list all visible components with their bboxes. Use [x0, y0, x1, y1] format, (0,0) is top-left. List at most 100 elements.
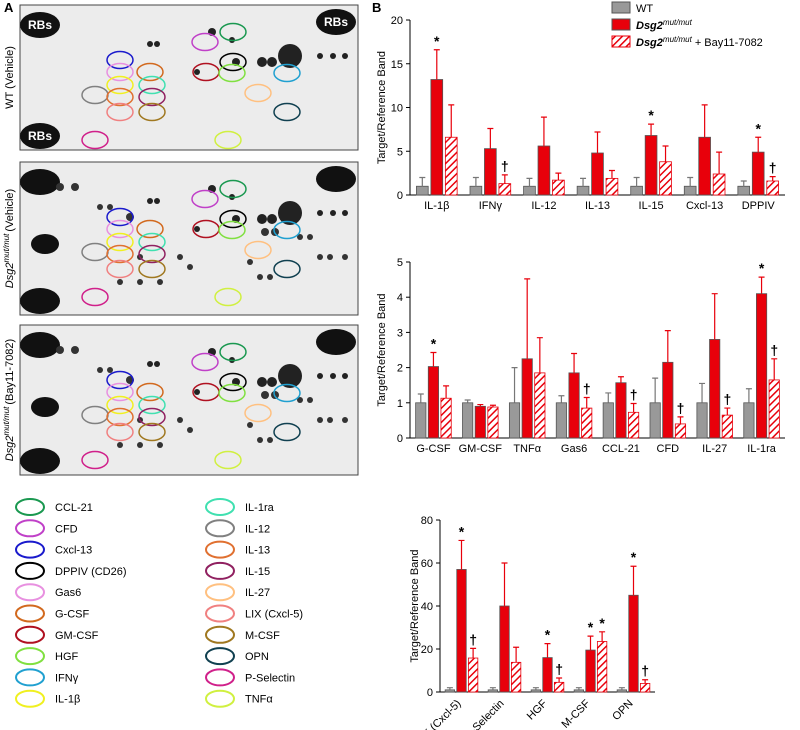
spot [257, 437, 263, 443]
significance-marker: † [501, 158, 509, 174]
error-bar [587, 635, 594, 651]
x-tick-label: IL-13 [585, 200, 610, 212]
legend-swatch [611, 18, 631, 31]
antibody-circle [138, 244, 166, 264]
error-bar [605, 392, 612, 403]
antibody-circle [106, 232, 134, 252]
x-tick-label: P-Selectin [463, 698, 507, 730]
error-bar [472, 176, 479, 187]
antibody-circle [219, 342, 247, 362]
bar [427, 366, 439, 439]
x-tick-label: LIX (Cxcl-5) [414, 698, 464, 730]
legend-label: IL-15 [245, 566, 270, 578]
antibody-circle [219, 52, 247, 72]
antibody-circle [273, 220, 301, 240]
antibody-circle [214, 130, 242, 150]
legend-circle [205, 625, 235, 644]
bar [605, 177, 619, 196]
x-tick-label: GM-CSF [459, 443, 503, 455]
blot [19, 324, 359, 476]
x-tick-label: IFNγ [479, 200, 503, 212]
significance-marker: * [459, 523, 465, 539]
spot [97, 367, 103, 373]
legend-label: CFD [55, 523, 78, 535]
y-tick-label: 4 [397, 292, 403, 304]
error-bar [648, 123, 655, 136]
legend-label: IL-13 [245, 545, 270, 557]
blot-label-part: Dsg2 [4, 263, 16, 289]
bar [553, 681, 565, 693]
spot [71, 183, 79, 191]
legend-circle [205, 583, 235, 602]
antibody-circle [191, 189, 219, 209]
significance-marker: * [631, 549, 637, 565]
legend-label: IL-1ra [245, 502, 275, 514]
error-bar [536, 337, 543, 373]
antibody-circle [106, 219, 134, 239]
bar [659, 161, 672, 196]
reference-spot [316, 9, 356, 35]
legend-circle [205, 540, 235, 559]
error-bar [771, 358, 778, 380]
spot [342, 53, 348, 59]
y-tick-label: 20 [421, 644, 433, 656]
legend-circle [15, 689, 45, 708]
antibody-circle [138, 395, 166, 415]
spot [147, 361, 153, 367]
antibody-circle [191, 32, 219, 52]
legend-label: Dsg2mut/mut [636, 18, 693, 32]
y-tick-label: 3 [397, 327, 403, 339]
error-bar [433, 49, 440, 80]
spot [147, 198, 153, 204]
spot [257, 377, 267, 387]
antibody-circle [191, 352, 219, 372]
error-bar [501, 562, 508, 606]
bar [523, 185, 536, 196]
legend-circle [205, 689, 235, 708]
spot [31, 397, 59, 417]
bar [415, 402, 427, 439]
antibody-circle [244, 403, 272, 423]
bar [674, 423, 687, 439]
y-axis-label: Target/Reference Band [376, 51, 388, 164]
x-tick-label: IL-27 [702, 443, 727, 455]
legend-label: IL-1β [55, 694, 80, 706]
bar [534, 372, 546, 439]
spot [194, 69, 200, 75]
blot-label-part: WT (Vehicle) [4, 46, 16, 109]
antibody-circle [136, 382, 164, 402]
spot [317, 417, 323, 423]
spot [157, 279, 163, 285]
spot [177, 254, 183, 260]
antibody-circle [106, 87, 134, 107]
legend-label: CCL-21 [55, 502, 93, 514]
legend-label: DPPIV (CD26) [55, 566, 127, 578]
antibody-circle [106, 244, 134, 264]
legend-swatch [611, 35, 631, 48]
antibody-circle [106, 422, 134, 442]
blot-label-part: Dsg2 [4, 436, 16, 462]
error-bar [470, 647, 477, 659]
spot [137, 279, 143, 285]
bar [698, 136, 711, 196]
bar [768, 379, 780, 439]
bar [498, 183, 512, 196]
error-bar [571, 352, 578, 373]
spot [177, 417, 183, 423]
bar [542, 657, 553, 693]
legend-circle [15, 625, 45, 644]
spot [317, 254, 323, 260]
spot [157, 442, 163, 448]
rbs-label: RBs [28, 18, 52, 32]
error-bar [580, 177, 587, 187]
blot-image [19, 161, 359, 316]
antibody-circle [106, 75, 134, 95]
x-tick-label: M-CSF [560, 697, 593, 730]
legend-swatch [611, 1, 631, 14]
error-bar [711, 293, 718, 340]
legend-label-part: Dsg2 [636, 20, 663, 32]
antibody-circle [136, 219, 164, 239]
legend-label: Cxcl-13 [55, 545, 92, 557]
error-bar [664, 330, 671, 363]
spot [267, 57, 277, 67]
